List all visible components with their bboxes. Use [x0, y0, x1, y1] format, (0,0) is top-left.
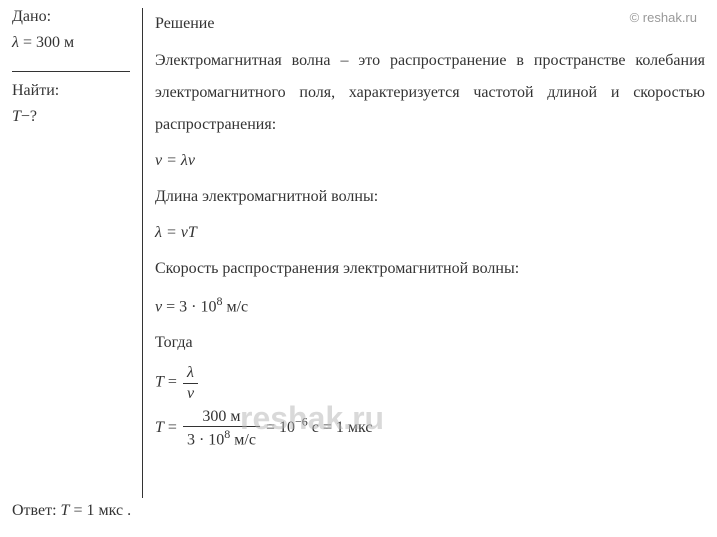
formula-speed-value: v = 3 · 108 м/с — [155, 289, 705, 323]
find-value: T−? — [12, 108, 130, 126]
formula3-val: = 3 · 10 — [162, 298, 216, 315]
calc-den-a: 3 · 10 — [187, 431, 224, 448]
find-var: T — [12, 108, 21, 125]
answer-line: Ответ: T = 1 мкс . — [12, 498, 705, 520]
formula5-tail: с = 1 мкс — [308, 419, 373, 436]
wavelength-label: Длина электромагнитной волны: — [155, 181, 705, 213]
fraction-num: λ — [183, 363, 198, 383]
solution-paragraph: Электромагнитная волна – это распростран… — [155, 45, 705, 141]
solution-column: Решение Электромагнитная волна – это рас… — [142, 8, 705, 498]
document-container: Дано: λ = 300 м Найти: T−? Решение Элект… — [12, 8, 705, 498]
formula3-unit: м/с — [222, 298, 248, 315]
formula5-mid: = 10 — [262, 419, 295, 436]
lambda-symbol: λ — [12, 34, 19, 51]
then-label: Тогда — [155, 327, 705, 359]
answer-value: = 1 мкс . — [69, 502, 131, 519]
formula5-exp2: −6 — [295, 414, 308, 428]
speed-label: Скорость распространения электромагнитно… — [155, 253, 705, 285]
calc-num: 300 м — [183, 407, 260, 427]
watermark-top: © reshak.ru — [630, 10, 697, 25]
fraction-lambda-v: λv — [183, 363, 198, 402]
formula5-lhs: T — [155, 419, 164, 436]
calc-den: 3 · 108 м/с — [183, 427, 260, 450]
calc-den-b: м/с — [230, 431, 256, 448]
find-section: Найти: T−? — [12, 72, 130, 126]
formula2-rhs: = vT — [162, 224, 197, 241]
find-suffix: −? — [21, 108, 37, 125]
given-label: Дано: — [12, 8, 130, 26]
answer-label: Ответ: — [12, 502, 61, 519]
formula4-lhs: T — [155, 374, 164, 391]
find-label: Найти: — [12, 82, 130, 100]
formula-lambda-vt: λ = vT — [155, 217, 705, 249]
given-value: λ = 300 м — [12, 34, 130, 52]
formula5-eq: = — [164, 419, 181, 436]
left-column: Дано: λ = 300 м Найти: T−? — [12, 8, 142, 498]
formula-t-fraction: T = λv — [155, 363, 705, 402]
formula1-rhs: = λν — [162, 152, 195, 169]
formula-v-lambda-nu: v = λν — [155, 145, 705, 177]
solution-title: Решение — [155, 8, 705, 40]
given-section: Дано: λ = 300 м — [12, 8, 130, 72]
given-equation: = 300 м — [19, 34, 74, 51]
formula4-eq: = — [164, 374, 181, 391]
formula2-lhs: λ — [155, 224, 162, 241]
fraction-den: v — [183, 384, 198, 403]
formula-t-calculation: T = 300 м3 · 108 м/с = 10−6 с = 1 мкс — [155, 407, 705, 450]
fraction-calculation: 300 м3 · 108 м/с — [183, 407, 260, 450]
